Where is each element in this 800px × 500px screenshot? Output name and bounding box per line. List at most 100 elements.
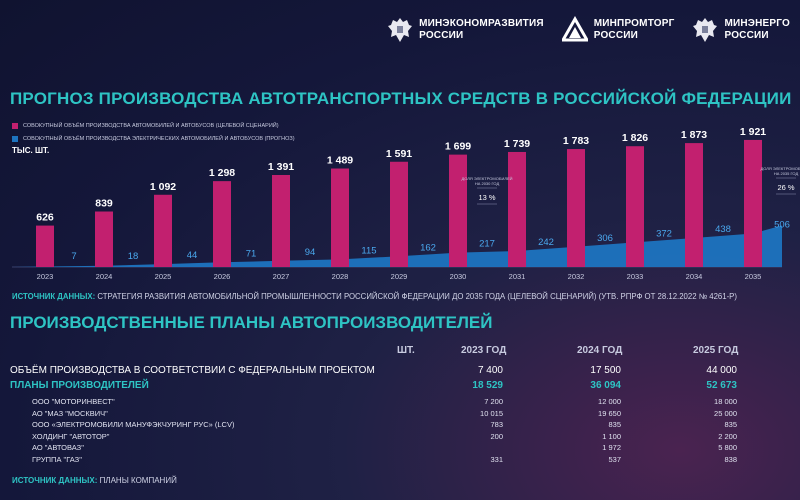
bar-total bbox=[272, 174, 290, 267]
electric-value-label: 438 bbox=[715, 224, 731, 235]
source-note-strategy: ИСТОЧНИК ДАННЫХ: СТРАТЕГИЯ РАЗВИТИЯ АВТО… bbox=[12, 292, 737, 301]
company-row-value: 838 bbox=[724, 454, 737, 464]
company-row-label: АО "МАЗ "МОСКВИЧ" bbox=[32, 408, 108, 418]
company-row-value: 783 bbox=[490, 420, 503, 429]
bar-total bbox=[449, 154, 467, 267]
eagle-emblem-icon bbox=[693, 18, 718, 42]
electric-value-label: 7 bbox=[71, 251, 76, 262]
bar-total-label: 1 591 bbox=[386, 148, 412, 160]
bar-total-label: 1 873 bbox=[681, 129, 707, 141]
electric-value-label: 242 bbox=[538, 237, 554, 248]
federal-row-label: ОБЪЁМ ПРОИЗВОДСТВА В СООТВЕТСТВИИ С ФЕДЕ… bbox=[10, 365, 375, 376]
triangle-logo-icon bbox=[561, 16, 588, 42]
table-year-2024: 2024 ГОД bbox=[577, 345, 623, 356]
company-row-label: ООО «ЭЛЕКТРОМОБИЛИ МАНУФЭКЧУРИНГ РУС» (L… bbox=[32, 420, 235, 429]
annotation-text: НА 2030 ГОД bbox=[475, 181, 500, 186]
legend-item-electric: СОВОКУПНЫЙ ОБЪЁМ ПРОИЗВОДСТВА ЭЛЕКТРИЧЕС… bbox=[12, 132, 295, 145]
x-tick-label: 2031 bbox=[509, 272, 526, 281]
annotation-text: ДОЛЯ ЭЛЕКТРОМОБИЛЕЙ bbox=[461, 176, 512, 181]
x-tick-label: 2030 bbox=[450, 272, 467, 281]
logo-minpromtorg: МИНПРОМТОРГ РОССИИ bbox=[561, 16, 675, 44]
electric-value-label: 18 bbox=[128, 251, 139, 262]
source-label: ИСТОЧНИК ДАННЫХ: bbox=[12, 476, 98, 485]
company-row-value: 10 015 bbox=[480, 408, 503, 418]
company-row-value: 12 000 bbox=[598, 397, 621, 406]
source-note-companies: ИСТОЧНИК ДАННЫХ: ПЛАНЫ КОМПАНИЙ bbox=[12, 476, 177, 485]
bar-total bbox=[331, 168, 349, 267]
annotation-text: ДОЛЯ ЭЛЕКТРОМОБИЛЕЙ bbox=[760, 166, 800, 171]
company-row-value: 835 bbox=[608, 420, 621, 429]
company-row-value: 537 bbox=[608, 454, 621, 464]
company-row: ХОЛДИНГ "АВТОТОР" 200 1 100 2 200 bbox=[10, 432, 780, 444]
bar-total bbox=[685, 143, 703, 267]
bar-total-label: 1 699 bbox=[445, 141, 471, 153]
federal-row: ОБЪЁМ ПРОИЗВОДСТВА В СООТВЕТСТВИИ С ФЕДЕ… bbox=[10, 365, 780, 377]
annotation-value: 13 % bbox=[478, 193, 495, 202]
electric-value-label: 217 bbox=[479, 239, 495, 250]
company-row: АО "МАЗ "МОСКВИЧ" 10 015 19 650 25 000 bbox=[10, 409, 780, 421]
electric-area bbox=[12, 225, 782, 267]
federal-row-value: 44 000 bbox=[706, 365, 737, 376]
x-tick-label: 2028 bbox=[332, 272, 349, 281]
plans-row-value: 52 673 bbox=[706, 380, 737, 391]
company-row-value: 835 bbox=[724, 420, 737, 429]
electric-value-label: 372 bbox=[656, 228, 672, 239]
company-row-value: 25 000 bbox=[714, 408, 737, 418]
company-row-value: 200 bbox=[490, 431, 503, 441]
logo-mineconomy-line1: МИНЭКОНОМРАЗВИТИЯ bbox=[419, 18, 544, 29]
plans-row-value: 18 529 bbox=[472, 380, 503, 391]
company-row-value: 19 650 bbox=[598, 408, 621, 418]
company-row-value: 2 200 bbox=[718, 431, 737, 441]
company-row: АО "АВТОВАЗ" 1 972 5 800 bbox=[10, 443, 780, 455]
legend-label-total: СОВОКУПНЫЙ ОБЪЁМ ПРОИЗВОДСТВА АВТОМОБИЛЕ… bbox=[23, 122, 279, 129]
forecast-title: ПРОГНОЗ ПРОИЗВОДСТВА АВТОТРАНСПОРТНЫХ СР… bbox=[10, 89, 792, 108]
electric-value-label: 506 bbox=[774, 220, 790, 231]
x-tick-label: 2024 bbox=[96, 272, 113, 281]
bar-total-label: 1 826 bbox=[622, 132, 648, 144]
x-tick-label: 2035 bbox=[745, 272, 762, 281]
legend-item-total: СОВОКУПНЫЙ ОБЪЁМ ПРОИЗВОДСТВА АВТОМОБИЛЕ… bbox=[12, 119, 295, 132]
annotation-text: НА 2035 ГОД bbox=[774, 171, 799, 176]
logo-mineconomy: МИНЭКОНОМРАЗВИТИЯ РОССИИ bbox=[387, 16, 544, 44]
plans-row-label: ПЛАНЫ ПРОИЗВОДИТЕЛЕЙ bbox=[10, 380, 149, 391]
bar-total-label: 626 bbox=[36, 212, 54, 224]
x-tick-label: 2034 bbox=[686, 272, 703, 281]
x-tick-label: 2025 bbox=[155, 272, 172, 281]
legend-label-electric: СОВОКУПНЫЙ ОБЪЁМ ПРОИЗВОДСТВА ЭЛЕКТРИЧЕС… bbox=[23, 135, 295, 142]
company-row-label: ООО "МОТОРИНВЕСТ" bbox=[32, 397, 115, 406]
source-text: ПЛАНЫ КОМПАНИЙ bbox=[99, 476, 177, 485]
ministry-logos: МИНЭКОНОМРАЗВИТИЯ РОССИИ МИНПРОМТОРГ РОССИ… bbox=[387, 16, 790, 44]
legend-swatch-total bbox=[12, 122, 18, 129]
x-tick-label: 2027 bbox=[273, 272, 290, 281]
annotation-value: 26 % bbox=[777, 183, 794, 192]
company-row-label: ГРУППА "ГАЗ" bbox=[32, 454, 82, 464]
federal-row-value: 17 500 bbox=[590, 365, 621, 376]
electric-value-label: 162 bbox=[420, 242, 436, 253]
forecast-chart: 626 7 2023 839 18 2024 1 092 44 2025 1 298 71 2026 1… bbox=[12, 126, 800, 281]
company-row-value: 18 000 bbox=[714, 397, 737, 406]
electric-value-label: 94 bbox=[305, 247, 316, 258]
bar-total-label: 1 092 bbox=[150, 181, 176, 193]
x-tick-label: 2029 bbox=[391, 272, 408, 281]
x-tick-label: 2023 bbox=[37, 272, 54, 281]
bar-total bbox=[626, 146, 644, 267]
logo-minpromtorg-line2: РОССИИ bbox=[593, 30, 639, 41]
x-tick-label: 2032 bbox=[568, 272, 585, 281]
company-row-value: 7 200 bbox=[484, 397, 503, 406]
plans-row: ПЛАНЫ ПРОИЗВОДИТЕЛЕЙ 18 529 36 094 52 673 bbox=[10, 380, 780, 392]
logo-minenergo-line2: РОССИИ bbox=[724, 30, 769, 41]
source-text: СТРАТЕГИЯ РАЗВИТИЯ АВТОМОБИЛЬНОЙ ПРОМЫШЛ… bbox=[97, 292, 737, 301]
electric-value-label: 115 bbox=[361, 245, 376, 256]
x-tick-label: 2033 bbox=[627, 272, 644, 281]
bar-total bbox=[508, 151, 526, 267]
company-row: ООО «ЭЛЕКТРОМОБИЛИ МАНУФЭКЧУРИНГ РУС» (L… bbox=[10, 420, 780, 432]
table-unit: ШТ. bbox=[397, 345, 415, 356]
bar-total-label: 1 739 bbox=[504, 138, 530, 150]
federal-row-value: 7 400 bbox=[477, 365, 503, 376]
x-tick-label: 2026 bbox=[214, 272, 231, 281]
company-row-label: ХОЛДИНГ "АВТОТОР" bbox=[32, 431, 110, 441]
plans-title: ПРОИЗВОДСТВЕННЫЕ ПЛАНЫ АВТОПРОИЗВОДИТЕЛЕ… bbox=[10, 313, 493, 332]
company-row-value: 1 972 bbox=[602, 443, 621, 452]
bar-total-label: 1 783 bbox=[563, 135, 589, 147]
source-label: ИСТОЧНИК ДАННЫХ: bbox=[12, 292, 96, 301]
